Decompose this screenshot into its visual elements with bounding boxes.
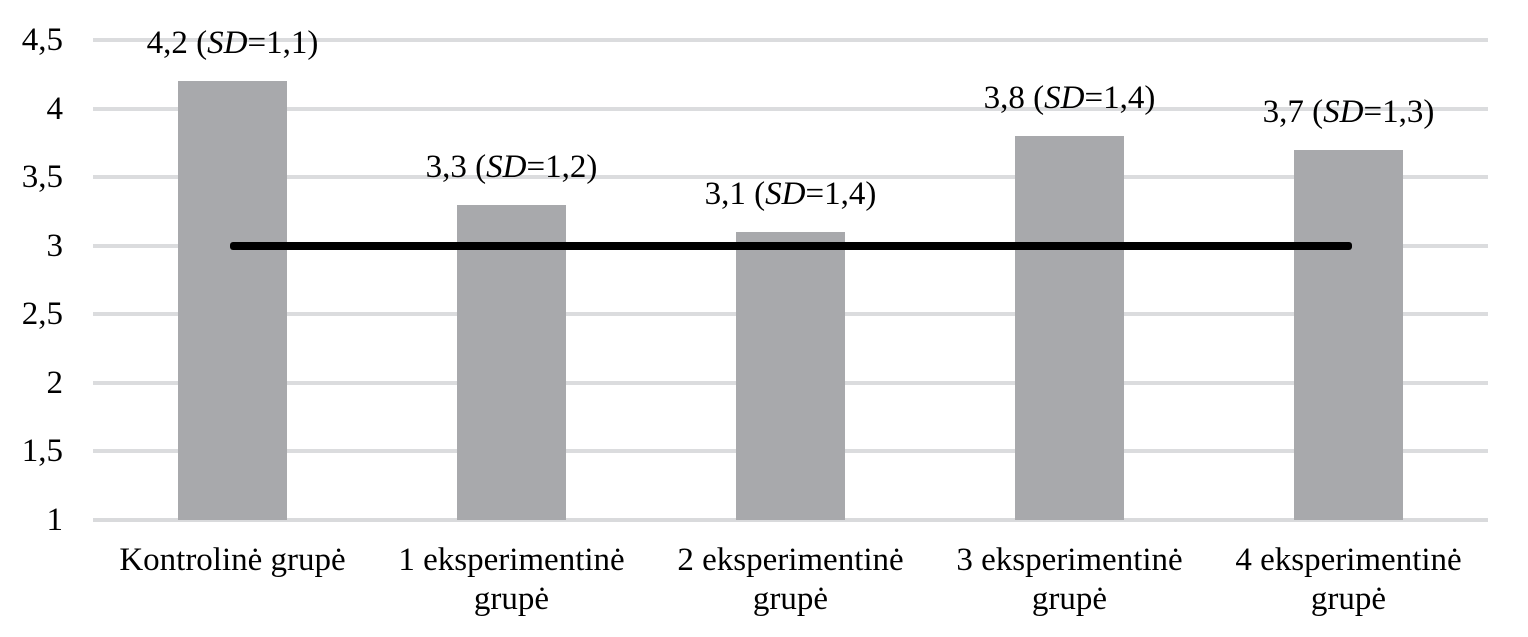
bar-5 (1294, 149, 1403, 520)
gridline (93, 38, 1488, 42)
category-label: Kontrolinė grupė (119, 542, 346, 578)
sd-value-text: =1,1) (247, 25, 319, 62)
value-text: 3,1 ( (704, 176, 766, 212)
sd-value-text: =1,2) (526, 148, 598, 185)
y-tick-label: 4,5 (21, 22, 63, 58)
value-text: 3,3 ( (425, 148, 487, 185)
sd-symbol: SD (207, 25, 248, 62)
gridline (93, 175, 1488, 180)
reference-line (229, 241, 1352, 250)
value-text: 3,8 ( (983, 80, 1045, 116)
y-tick-label: 2 (46, 364, 64, 401)
y-tick-label: 4 (46, 90, 64, 127)
bar-value-label: 3,7 (SD=1,3) (1149, 94, 1528, 131)
bar-value-label: 3,3 (SD=1,2) (312, 149, 712, 186)
category-label: 3 eksperimentinė grupė (956, 542, 1183, 617)
bar-value-label: 4,2 (SD=1,1) (33, 25, 433, 62)
sd-value-text: =1,4) (805, 176, 877, 212)
category-label: 2 eksperimentinė grupė (677, 542, 904, 617)
bar-4 (1015, 136, 1124, 520)
y-tick-label: 2,5 (21, 296, 63, 333)
bar-1 (178, 81, 287, 520)
sd-value-text: =1,4) (1084, 80, 1156, 116)
value-text: 4,2 ( (146, 25, 208, 62)
bar-2 (457, 204, 566, 520)
sd-value-text: =1,3) (1363, 93, 1435, 130)
gridline (93, 106, 1488, 111)
y-tick-label: 1 (46, 502, 64, 538)
value-text: 3,7 ( (1262, 93, 1324, 130)
y-tick-label: 1,5 (21, 433, 63, 470)
sd-symbol: SD (1323, 93, 1364, 130)
bar-value-label: 3,1 (SD=1,4) (591, 176, 991, 213)
sd-symbol: SD (765, 176, 806, 212)
y-tick-label: 3 (46, 227, 64, 264)
category-label: 1 eksperimentinė grupė (398, 542, 625, 617)
bar-3 (736, 232, 845, 520)
y-tick-label: 3,5 (21, 159, 63, 196)
category-label: 4 eksperimentinė grupė (1235, 542, 1462, 617)
sd-symbol: SD (1044, 80, 1085, 116)
bar-value-label: 3,8 (SD=1,4) (870, 80, 1270, 117)
x-axis-line (93, 518, 1488, 522)
sd-symbol: SD (486, 148, 527, 185)
